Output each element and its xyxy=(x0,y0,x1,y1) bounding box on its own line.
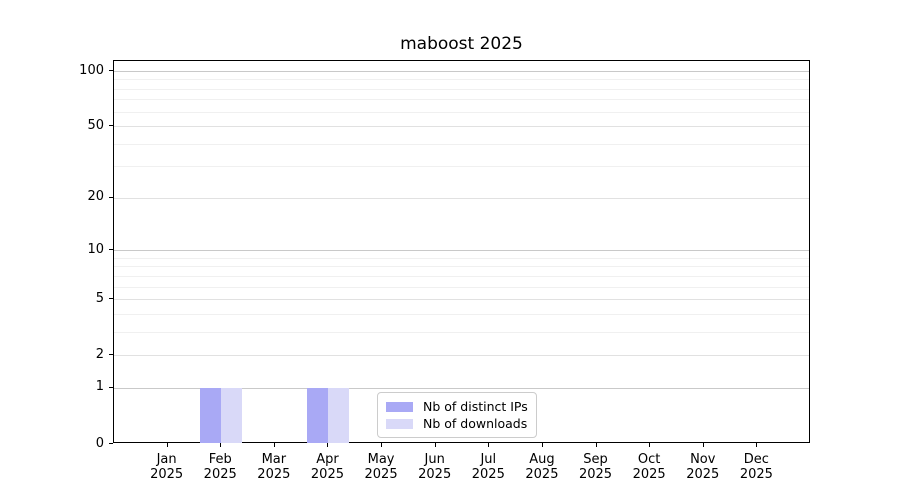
x-tick-label: Nov 2025 xyxy=(686,452,720,482)
major-gridline xyxy=(114,126,809,128)
y-tick-label: 20 xyxy=(87,189,104,205)
y-tick-mark xyxy=(109,196,113,198)
x-tick-label: Jan 2025 xyxy=(150,452,184,482)
legend-color-swatch xyxy=(386,401,413,412)
minor-gridline xyxy=(114,257,809,259)
x-tick-mark xyxy=(220,443,222,447)
y-tick-label: 10 xyxy=(87,241,104,257)
major-gridline xyxy=(114,71,809,72)
y-tick-label: 1 xyxy=(95,379,104,395)
x-tick-mark xyxy=(595,443,597,447)
y-tick-label: 2 xyxy=(95,346,104,362)
x-tick-mark xyxy=(381,443,383,447)
y-tick-label: 50 xyxy=(87,117,104,133)
major-gridline xyxy=(114,299,809,301)
minor-gridline xyxy=(114,286,809,288)
x-tick-mark xyxy=(702,443,704,447)
x-tick-label: Sep 2025 xyxy=(578,452,613,482)
y-tick-mark xyxy=(109,125,113,127)
major-gridline xyxy=(114,250,809,252)
y-tick-mark xyxy=(109,386,113,388)
minor-gridline xyxy=(114,99,809,101)
x-tick-label: Feb 2025 xyxy=(203,452,237,482)
legend-item-label: Nb of downloads xyxy=(423,416,528,431)
major-gridline xyxy=(114,387,809,389)
bar xyxy=(200,387,222,443)
x-tick-mark xyxy=(166,443,168,447)
y-tick-mark xyxy=(109,443,113,444)
legend-item-label: Nb of distinct IPs xyxy=(423,399,528,414)
y-tick-mark xyxy=(109,354,113,356)
x-tick-label: May 2025 xyxy=(364,452,398,482)
chart-title: maboost 2025 xyxy=(400,34,523,54)
x-tick-mark xyxy=(541,443,543,447)
x-tick-mark xyxy=(327,443,329,447)
major-gridline xyxy=(114,197,809,199)
x-tick-label: Mar 2025 xyxy=(257,452,291,482)
x-tick-label: Apr 2025 xyxy=(310,452,344,482)
legend: Nb of distinct IPs Nb of downloads xyxy=(377,392,537,438)
x-tick-mark xyxy=(434,443,436,447)
x-tick-label: Jun 2025 xyxy=(418,452,452,482)
bar xyxy=(307,387,329,443)
x-tick-label: Oct 2025 xyxy=(632,452,666,482)
minor-gridline xyxy=(114,275,809,277)
y-tick-mark xyxy=(109,249,113,251)
bar xyxy=(328,387,350,443)
y-tick-label: 0 xyxy=(95,435,104,451)
legend-color-swatch xyxy=(386,418,413,429)
x-tick-label: Aug 2025 xyxy=(525,452,559,482)
y-tick-mark xyxy=(109,298,113,300)
minor-gridline xyxy=(114,266,809,268)
x-tick-label: Jul 2025 xyxy=(471,452,505,482)
x-tick-mark xyxy=(649,443,651,447)
y-tick-label: 5 xyxy=(95,290,104,306)
minor-gridline xyxy=(114,79,809,81)
minor-gridline xyxy=(114,331,809,333)
minor-gridline xyxy=(114,88,809,90)
minor-gridline xyxy=(114,313,809,315)
y-tick-mark xyxy=(109,70,113,71)
bar xyxy=(221,387,243,443)
y-tick-label: 100 xyxy=(79,62,104,78)
minor-gridline xyxy=(114,143,809,145)
legend-item: Nb of downloads xyxy=(386,415,528,432)
legend-item: Nb of distinct IPs xyxy=(386,398,528,415)
major-gridline xyxy=(114,355,809,357)
minor-gridline xyxy=(114,166,809,168)
x-tick-mark xyxy=(488,443,490,447)
x-tick-label: Dec 2025 xyxy=(739,452,773,482)
plot-area xyxy=(113,60,810,443)
x-tick-mark xyxy=(756,443,758,447)
x-tick-mark xyxy=(273,443,275,447)
minor-gridline xyxy=(114,111,809,113)
